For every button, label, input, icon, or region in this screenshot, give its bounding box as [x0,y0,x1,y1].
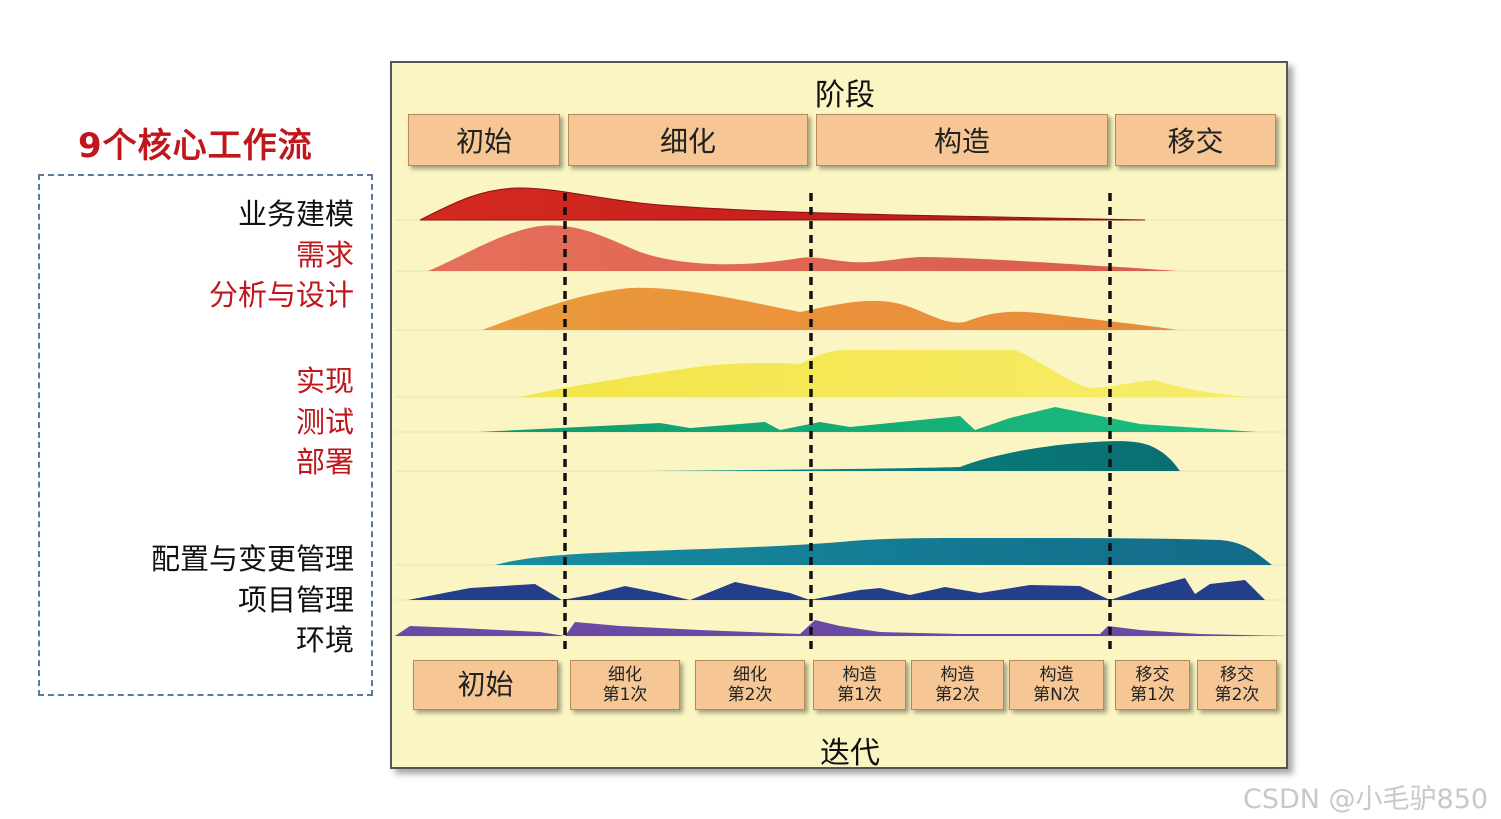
heading: 9个核心工作流 [78,126,313,166]
iteration-transition-2: 移交 第2次 [1197,660,1277,710]
iteration-transition-1: 移交 第1次 [1115,660,1190,710]
iteration-title: 迭代 [820,736,880,771]
phase-title: 阶段 [815,78,875,113]
workflow-hump-project-mgmt [408,578,1265,600]
watermark: CSDN @小毛驴850 [1243,784,1489,815]
workflow-label-config-change: 配置与变更管理 [150,542,354,576]
workflow-hump-test [478,407,1258,432]
phase-panel [390,61,1288,769]
workflow-hump-requirements [428,225,1180,271]
iteration-inception: 初始 [413,660,558,710]
workflow-label-project-mgmt: 项目管理 [237,583,354,617]
workflow-hump-analysis-design [482,287,1178,330]
workflow-label-business-modeling: 业务建模 [237,197,354,231]
phase-transition: 移交 [1115,114,1276,166]
workflow-label-test: 测试 [295,405,354,439]
phase-construction: 构造 [816,114,1108,166]
workflow-hump-deployment [650,441,1180,471]
phase-elaboration: 细化 [568,114,808,166]
workflow-label-requirements: 需求 [295,238,354,272]
workflow-hump-environment [395,620,1290,636]
workflow-label-deployment: 部署 [295,445,354,479]
workflow-label-implementation: 实现 [295,364,354,398]
workflow-group-box [38,174,373,696]
iteration-elaboration-2: 细化 第2次 [695,660,805,710]
iteration-construction-2: 构造 第2次 [911,660,1004,710]
iteration-elaboration-1: 细化 第1次 [570,660,680,710]
phase-inception: 初始 [408,114,560,166]
workflow-label-analysis-design: 分析与设计 [208,278,354,312]
phase-boundaries [563,193,1112,652]
iteration-construction-n: 构造 第N次 [1009,660,1104,710]
workflow-hump-implementation [520,350,1248,397]
workflow-hump-config-change [495,538,1272,565]
iteration-construction-1: 构造 第1次 [813,660,906,710]
workflow-hump-business-modeling [419,187,1146,221]
workflow-label-environment: 环境 [295,623,354,657]
